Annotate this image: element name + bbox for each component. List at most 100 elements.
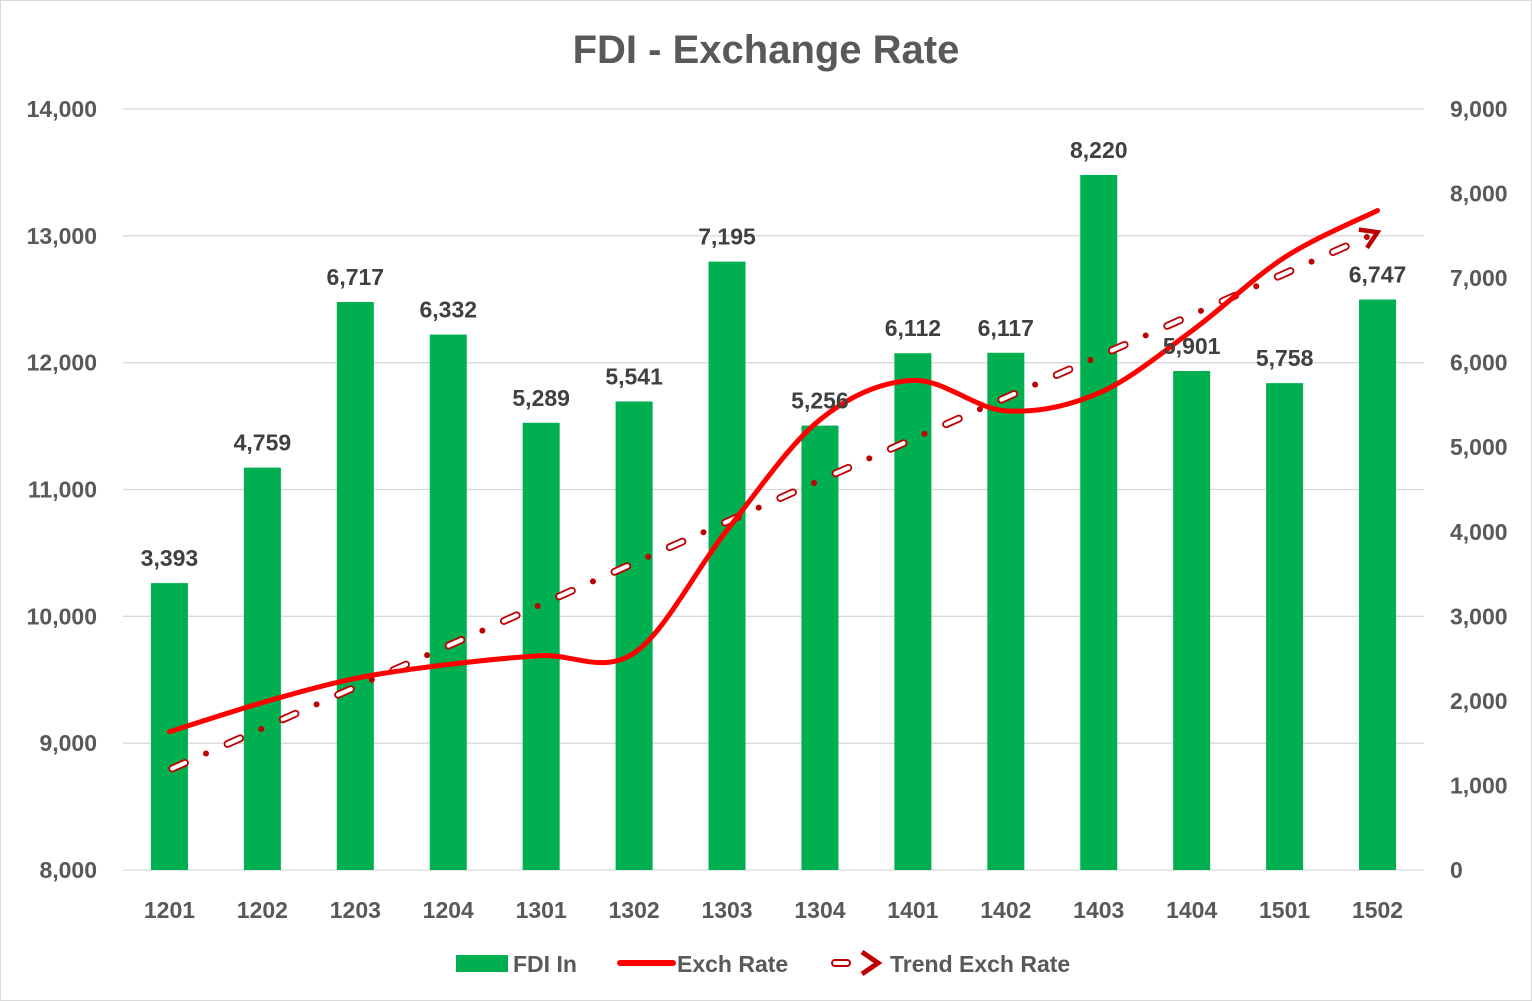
trend-dash (168, 758, 189, 773)
right-axis-tick-label: 0 (1450, 857, 1463, 883)
left-axis-tick-label: 11,000 (28, 477, 97, 503)
legend-arrow-icon (860, 949, 883, 977)
x-axis-tick-label: 1404 (1166, 897, 1217, 923)
data-label-fdi-in-1203: 6,717 (327, 264, 385, 290)
right-axis-tick-label: 1,000 (1450, 772, 1508, 798)
trend-dash (278, 709, 300, 724)
trend-dot (1032, 381, 1039, 388)
x-axis-tick-label: 1203 (330, 897, 381, 923)
right-axis-tick-label: 8,000 (1450, 181, 1508, 207)
x-axis-tick-label: 1401 (887, 897, 938, 923)
right-axis-tick-label: 3,000 (1450, 603, 1508, 629)
x-axis-tick-label: 1204 (423, 897, 474, 923)
trend-dash (942, 414, 963, 429)
x-axis-tick-label: 1402 (980, 897, 1031, 923)
chart-title: FDI - Exchange Rate (573, 28, 960, 72)
trend-dash (831, 463, 853, 478)
x-axis-tick-label: 1304 (794, 897, 845, 923)
trend-dash (1052, 365, 1074, 379)
trend-dot (645, 553, 652, 560)
legend-swatch-trend-dash (831, 959, 851, 967)
trend-dash (499, 611, 521, 625)
legend-label-exch-rate: Exch Rate (677, 951, 788, 977)
data-label-fdi-in-1202: 4,759 (234, 430, 292, 456)
right-axis-tick-label: 2,000 (1450, 688, 1508, 714)
trend-dash (444, 636, 466, 650)
data-label-fdi-in-1402: 6,117 (978, 315, 1034, 341)
x-axis-tick-label: 1501 (1259, 897, 1310, 923)
trend-dash (555, 586, 576, 601)
bar-fdi-in-1404 (1173, 371, 1211, 870)
data-label-fdi-in-1501: 5,758 (1256, 345, 1314, 371)
data-label-fdi-in-1302: 5,541 (605, 363, 663, 389)
left-axis-tick-label: 12,000 (27, 350, 97, 376)
data-label-fdi-in-1502: 6,747 (1349, 262, 1407, 288)
bar-fdi-in-1401 (894, 353, 932, 871)
bar-fdi-in-1304 (801, 425, 839, 870)
line-exch-rate (166, 207, 1381, 735)
bar-fdi-in-1403 (1080, 174, 1118, 870)
trend-dot (589, 578, 596, 585)
trend-dot (1197, 307, 1204, 314)
bar-fdi-in-1402 (987, 352, 1025, 870)
right-axis-tick-label: 6,000 (1450, 350, 1508, 376)
data-label-fdi-in-1303: 7,195 (698, 224, 756, 250)
data-label-fdi-in-1301: 5,289 (512, 385, 570, 411)
trend-dash (1163, 316, 1184, 330)
trend-dot (424, 652, 431, 659)
trend-dot (203, 750, 210, 757)
trend-dot (313, 701, 320, 708)
data-label-fdi-in-1403: 8,220 (1070, 137, 1128, 163)
bar-fdi-in-1302 (615, 401, 653, 870)
left-axis-tick-label: 14,000 (27, 96, 97, 122)
trend-dot (1308, 258, 1315, 265)
left-axis-tick-label: 9,000 (39, 730, 97, 756)
legend: FDI In Exch Rate Trend Exch Rate (456, 949, 1070, 977)
trend-dot (700, 529, 707, 536)
x-axis-tick-label: 1502 (1352, 897, 1403, 923)
bar-fdi-in-1203 (336, 302, 374, 870)
trend-dash (776, 488, 797, 502)
trend-dash (223, 734, 245, 748)
trend-dash (997, 390, 1019, 404)
legend-swatch-fdi-in (456, 955, 508, 972)
trend-dot (1087, 357, 1094, 364)
x-axis-tick-label: 1303 (701, 897, 752, 923)
data-label-fdi-in-1201: 3,393 (141, 545, 199, 571)
right-axis-tick-label: 9,000 (1450, 96, 1508, 122)
trend-dot (1142, 332, 1149, 339)
trend-dash (1329, 242, 1350, 257)
right-axis-tick-label: 5,000 (1450, 434, 1508, 460)
data-label-fdi-in-1404: 5,901 (1163, 333, 1221, 359)
trend-dot (1363, 234, 1370, 241)
right-axis-tick-label: 4,000 (1450, 519, 1508, 545)
trend-dot (258, 725, 265, 732)
trend-dot (755, 504, 762, 511)
left-axis-tick-label: 8,000 (39, 857, 97, 883)
trend-dash (610, 562, 632, 576)
x-axis-tick-label: 1202 (237, 897, 288, 923)
trend-dash (1273, 267, 1295, 281)
bar-fdi-in-1301 (522, 422, 560, 870)
legend-label-fdi-in: FDI In (513, 951, 577, 977)
trend-dot (479, 627, 486, 634)
bar-fdi-in-1303 (708, 261, 746, 870)
data-label-fdi-in-1204: 6,332 (419, 297, 477, 323)
bar-fdi-in-1202 (243, 467, 281, 870)
trend-dot (866, 455, 873, 462)
left-axis-tick-label: 10,000 (27, 603, 97, 629)
trend-dot (534, 602, 541, 609)
legend-label-trend-exch-rate: Trend Exch Rate (890, 951, 1070, 977)
bar-fdi-in-1501 (1266, 383, 1304, 870)
trend-dash (665, 537, 687, 552)
bar-fdi-in-1204 (429, 334, 467, 870)
trend-dot (976, 406, 983, 413)
x-axis-tick-label: 1201 (144, 897, 195, 923)
trend-dot (921, 430, 928, 437)
x-axis-tick-label: 1302 (609, 897, 660, 923)
data-label-fdi-in-1401: 6,112 (885, 315, 941, 341)
trend-dash (334, 685, 355, 699)
trend-dot (1253, 283, 1260, 290)
trend-dash (886, 439, 908, 453)
